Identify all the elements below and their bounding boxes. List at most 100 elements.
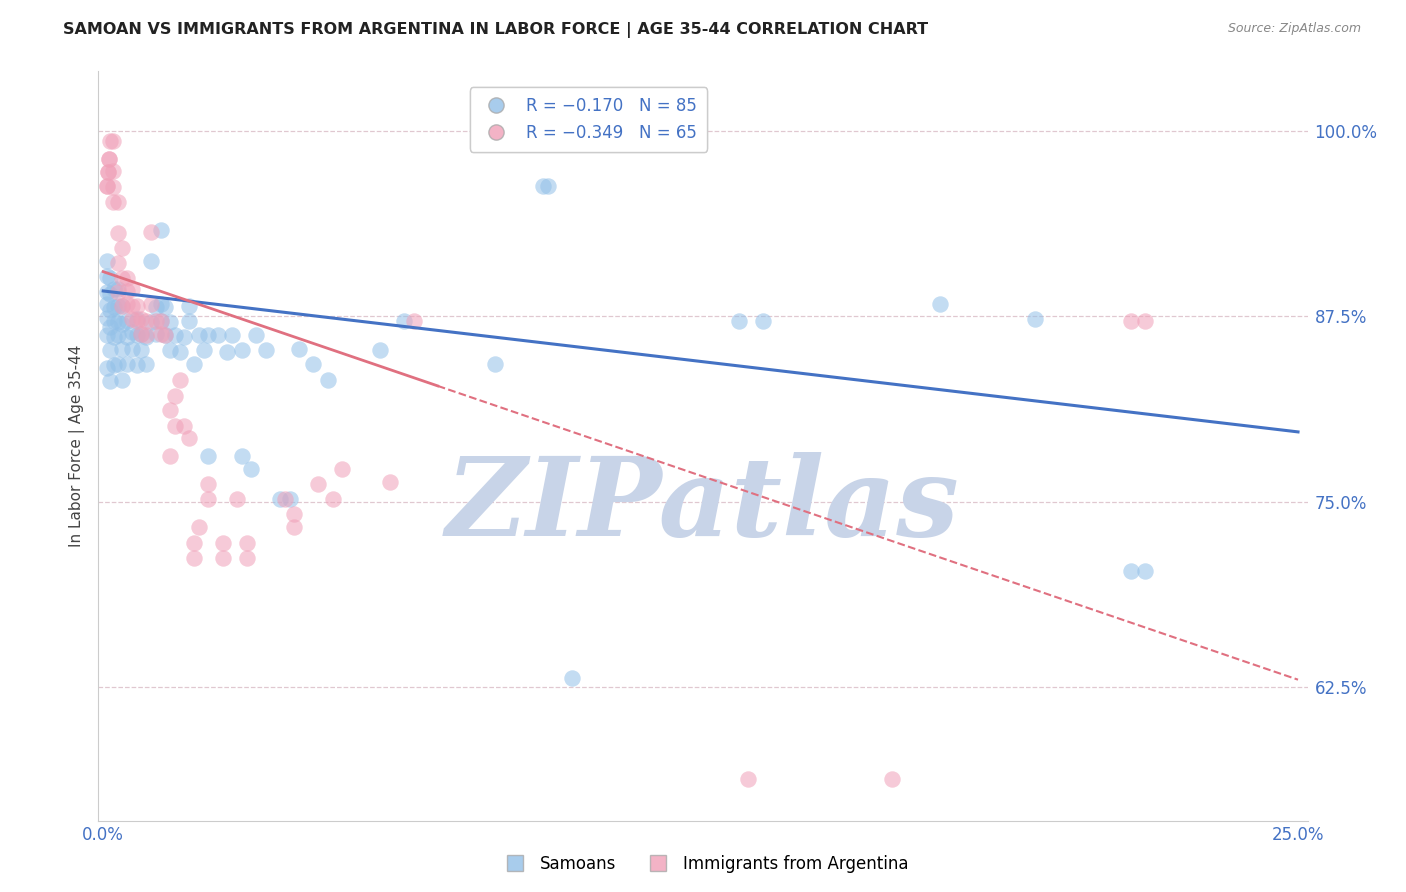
Point	[179, 313, 201, 327]
Point	[1133, 565, 1156, 579]
Point	[115, 330, 138, 344]
Point	[96, 178, 118, 193]
Point	[107, 226, 129, 240]
Point	[115, 284, 138, 298]
Point	[96, 297, 118, 311]
Point	[111, 317, 134, 331]
Point	[751, 313, 773, 327]
Point	[135, 328, 157, 343]
Point	[135, 357, 157, 371]
Point	[207, 328, 229, 343]
Point	[98, 343, 121, 358]
Point	[378, 475, 401, 490]
Point	[254, 343, 277, 358]
Point	[155, 328, 177, 343]
Point	[98, 134, 121, 148]
Point	[96, 285, 118, 300]
Point	[187, 328, 209, 343]
Point	[103, 300, 125, 314]
Point	[183, 357, 205, 371]
Point	[283, 507, 305, 521]
Point	[531, 178, 554, 193]
Point	[107, 315, 129, 329]
Point	[316, 373, 339, 387]
Point	[163, 328, 186, 343]
Point	[98, 287, 121, 301]
Point	[537, 178, 560, 193]
Point	[98, 319, 121, 334]
Point	[139, 315, 162, 329]
Point	[217, 344, 239, 359]
Point	[103, 283, 125, 297]
Point	[240, 462, 263, 476]
Point	[139, 254, 162, 268]
Point	[97, 152, 120, 166]
Point	[135, 313, 157, 327]
Point	[179, 299, 201, 313]
Point	[149, 223, 172, 237]
Point	[97, 165, 120, 179]
Point	[145, 300, 167, 314]
Point	[211, 536, 233, 550]
Point	[107, 283, 129, 297]
Point	[107, 256, 129, 270]
Point	[111, 299, 134, 313]
Point	[402, 313, 425, 327]
Point	[211, 551, 233, 566]
Point	[107, 194, 129, 209]
Point	[115, 297, 138, 311]
Point	[302, 357, 325, 371]
Legend: Samoans, Immigrants from Argentina: Samoans, Immigrants from Argentina	[491, 848, 915, 880]
Point	[107, 299, 129, 313]
Point	[159, 343, 181, 358]
Point	[96, 328, 118, 343]
Point	[149, 313, 172, 327]
Point	[149, 326, 172, 341]
Point	[231, 343, 253, 358]
Point	[111, 270, 134, 285]
Point	[159, 449, 181, 463]
Point	[101, 194, 124, 209]
Point	[370, 343, 392, 358]
Point	[197, 328, 219, 343]
Point	[484, 357, 506, 371]
Point	[278, 491, 301, 506]
Point	[235, 536, 257, 550]
Y-axis label: In Labor Force | Age 35-44: In Labor Force | Age 35-44	[69, 345, 84, 547]
Point	[145, 313, 167, 327]
Point	[103, 313, 125, 327]
Point	[103, 330, 125, 344]
Point	[727, 313, 749, 327]
Point	[169, 373, 191, 387]
Point	[163, 389, 186, 403]
Point	[111, 342, 134, 356]
Point	[245, 328, 267, 343]
Point	[155, 300, 177, 314]
Point	[394, 313, 416, 327]
Point	[197, 449, 219, 463]
Point	[96, 310, 118, 325]
Point	[139, 225, 162, 239]
Point	[159, 402, 181, 417]
Point	[98, 303, 121, 318]
Point	[183, 551, 205, 566]
Text: Source: ZipAtlas.com: Source: ZipAtlas.com	[1227, 22, 1361, 36]
Point	[269, 491, 291, 506]
Point	[103, 358, 125, 372]
Point	[125, 313, 148, 327]
Point	[173, 419, 195, 434]
Point	[163, 419, 186, 434]
Point	[97, 165, 120, 179]
Point	[1133, 313, 1156, 327]
Point	[125, 358, 148, 372]
Point	[115, 313, 138, 327]
Legend: R = −0.170   N = 85, R = −0.349   N = 65: R = −0.170 N = 85, R = −0.349 N = 65	[470, 87, 707, 152]
Point	[928, 297, 950, 311]
Point	[121, 299, 143, 313]
Point	[197, 491, 219, 506]
Point	[98, 375, 121, 389]
Point	[274, 491, 297, 506]
Point	[283, 520, 305, 534]
Point	[231, 449, 253, 463]
Point	[173, 330, 195, 344]
